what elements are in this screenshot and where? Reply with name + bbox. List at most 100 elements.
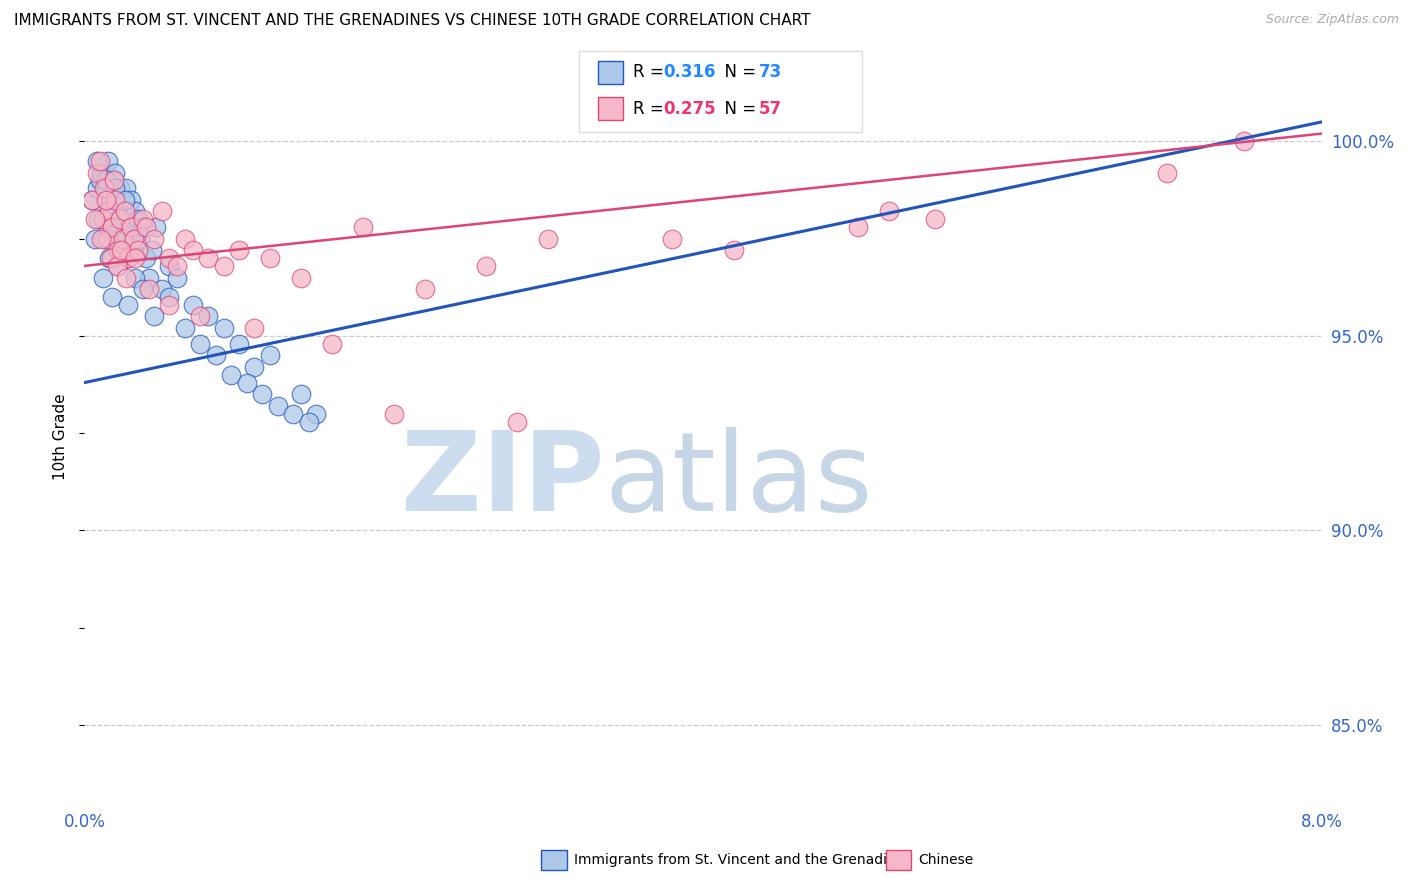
Text: 0.316: 0.316 [664, 63, 716, 81]
Text: Immigrants from St. Vincent and the Grenadines: Immigrants from St. Vincent and the Gren… [574, 854, 911, 867]
Point [506, 415, 529, 429]
Point [104, 193, 127, 207]
Point [382, 407, 405, 421]
Point [89, 173, 111, 187]
Point [132, 212, 155, 227]
Point [159, 251, 181, 265]
Point [114, 193, 136, 207]
Point [143, 232, 166, 246]
Point [117, 251, 139, 265]
Text: N =: N = [714, 100, 762, 118]
Point [475, 259, 498, 273]
Text: R =: R = [633, 63, 669, 81]
Point [84, 232, 107, 246]
Point [96, 219, 120, 234]
Point [138, 270, 160, 285]
Point [82, 193, 104, 207]
Point [122, 232, 145, 246]
Point [197, 251, 219, 265]
Point [90, 232, 112, 246]
Point [90, 165, 112, 179]
Text: ZIP: ZIP [401, 427, 605, 534]
Point [101, 219, 124, 234]
Point [283, 407, 305, 421]
Point [112, 244, 135, 258]
Point [96, 153, 120, 168]
Point [124, 204, 146, 219]
Point [661, 232, 683, 246]
Point [82, 193, 104, 207]
Point [243, 359, 266, 374]
Text: 73: 73 [759, 63, 783, 81]
Point [114, 204, 136, 219]
Point [117, 251, 139, 265]
Point [159, 298, 181, 312]
Point [94, 193, 117, 207]
Point [228, 244, 250, 258]
Point [94, 173, 117, 187]
Point [94, 181, 117, 195]
Point [141, 244, 163, 258]
Text: 57: 57 [759, 100, 782, 118]
Point [121, 244, 143, 258]
Point [104, 181, 127, 195]
Point [135, 219, 157, 234]
Text: Source: ZipAtlas.com: Source: ZipAtlas.com [1265, 13, 1399, 27]
Point [181, 244, 204, 258]
Point [114, 204, 136, 219]
Point [120, 193, 142, 207]
Point [197, 310, 219, 324]
Text: 0.275: 0.275 [664, 100, 716, 118]
Point [212, 259, 235, 273]
Point [290, 270, 312, 285]
Point [145, 219, 167, 234]
Point [290, 387, 312, 401]
Point [98, 204, 121, 219]
Point [112, 212, 135, 227]
Point [107, 212, 129, 227]
Point [166, 270, 188, 285]
Point [298, 415, 321, 429]
Point [205, 348, 228, 362]
Point [101, 290, 124, 304]
Point [150, 204, 173, 219]
Point [221, 368, 243, 382]
Point [877, 204, 900, 219]
Point [188, 336, 212, 351]
Point [86, 153, 108, 168]
Point [723, 244, 745, 258]
Text: IMMIGRANTS FROM ST. VINCENT AND THE GRENADINES VS CHINESE 10TH GRADE CORRELATION: IMMIGRANTS FROM ST. VINCENT AND THE GREN… [14, 13, 811, 29]
Point [143, 310, 166, 324]
Point [93, 181, 115, 195]
Point [1233, 135, 1256, 149]
Text: R =: R = [633, 100, 669, 118]
Point [91, 212, 114, 227]
Point [537, 232, 560, 246]
Point [174, 321, 197, 335]
Point [122, 232, 145, 246]
Point [100, 251, 122, 265]
Point [114, 232, 136, 246]
Point [188, 310, 212, 324]
Point [259, 251, 281, 265]
Point [107, 244, 129, 258]
Point [321, 336, 343, 351]
Point [103, 173, 125, 187]
Point [124, 251, 146, 265]
Point [128, 244, 150, 258]
Point [93, 232, 115, 246]
Point [129, 232, 152, 246]
Point [236, 376, 259, 390]
Point [86, 165, 108, 179]
Point [413, 282, 436, 296]
Point [104, 193, 127, 207]
Point [352, 219, 374, 234]
Point [120, 219, 142, 234]
Point [181, 298, 204, 312]
Point [1156, 165, 1178, 179]
Point [104, 165, 127, 179]
Point [105, 232, 128, 246]
Point [159, 259, 181, 273]
Point [107, 244, 129, 258]
Point [108, 212, 131, 227]
